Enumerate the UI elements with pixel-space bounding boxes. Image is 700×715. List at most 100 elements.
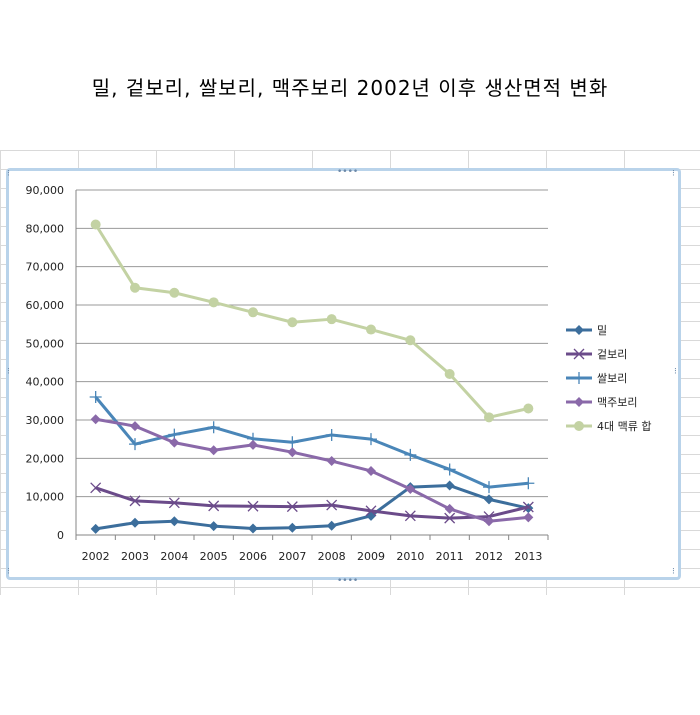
bottom-resize-handle[interactable]: ••••	[337, 576, 359, 586]
data-point	[366, 510, 376, 521]
x-tick-label: 2007	[278, 550, 306, 563]
data-point	[207, 421, 220, 434]
x-tick-label: 2011	[436, 550, 464, 563]
data-point	[574, 421, 584, 431]
y-tick-label: 30,000	[26, 414, 65, 427]
data-point	[208, 445, 219, 456]
legend-label: 쌀보리	[597, 372, 627, 385]
data-point	[443, 463, 456, 476]
data-point	[130, 421, 140, 432]
top-right-resize-handle[interactable]: ⁝	[672, 169, 675, 179]
data-point	[90, 414, 101, 425]
legend-entry: 4대 맥류 합	[566, 420, 651, 433]
x-tick-label: 2002	[82, 550, 110, 563]
data-point	[574, 325, 584, 335]
data-point	[574, 397, 584, 407]
series-line	[94, 223, 529, 419]
data-point	[522, 477, 535, 490]
top-left-resize-handle[interactable]: ⁝	[7, 169, 10, 179]
data-point	[287, 522, 298, 533]
data-point	[573, 348, 585, 360]
x-tick-label: 2012	[475, 550, 503, 563]
y-tick-label: 70,000	[26, 261, 65, 274]
data-point	[523, 403, 534, 414]
data-point	[130, 282, 140, 293]
x-tick-label: 2009	[357, 550, 385, 563]
data-point	[484, 516, 494, 527]
data-point	[366, 324, 376, 335]
legend-entry: 쌀보리	[566, 372, 627, 385]
data-point	[405, 484, 416, 494]
data-point	[248, 307, 258, 318]
data-point	[286, 501, 298, 513]
series-line	[95, 417, 529, 523]
x-tick-label: 2008	[318, 550, 346, 563]
legend-entry: 맥주보리	[566, 396, 637, 409]
data-point	[326, 499, 338, 511]
series-line	[94, 396, 529, 489]
data-point	[248, 439, 258, 450]
data-point	[366, 465, 376, 476]
data-point	[326, 314, 337, 325]
data-point	[90, 523, 101, 534]
series-3	[90, 414, 534, 527]
data-point	[444, 512, 456, 524]
data-point	[573, 372, 585, 384]
data-point	[405, 335, 416, 346]
data-point	[365, 505, 377, 517]
y-tick-label: 60,000	[26, 299, 65, 312]
bottom-left-resize-handle[interactable]: ⁝	[7, 567, 10, 577]
data-point	[169, 516, 180, 527]
x-tick-label: 2004	[160, 550, 188, 563]
series-0	[90, 480, 534, 534]
data-point	[444, 480, 455, 491]
data-point	[484, 412, 494, 423]
series-line	[95, 484, 529, 531]
y-tick-label: 40,000	[26, 376, 65, 389]
chart-area-frame[interactable]	[6, 168, 681, 580]
x-tick-label: 2013	[514, 550, 542, 563]
y-tick-label: 50,000	[26, 337, 65, 350]
data-point	[208, 521, 219, 532]
data-point	[287, 447, 298, 458]
data-point	[365, 433, 377, 446]
series-4	[90, 219, 534, 423]
data-point	[522, 501, 534, 513]
data-point	[89, 391, 102, 403]
series-group	[89, 219, 535, 534]
data-point	[484, 494, 494, 505]
data-point	[326, 456, 337, 467]
data-point	[444, 369, 455, 379]
series-1	[90, 482, 534, 524]
left-resize-handle[interactable]: ⁝	[7, 367, 10, 377]
data-point	[130, 517, 140, 528]
data-point	[404, 448, 417, 461]
y-tick-label: 10,000	[26, 491, 65, 504]
data-point	[325, 428, 338, 441]
y-tick-label: 0	[57, 529, 64, 542]
y-tick-label: 80,000	[26, 222, 65, 235]
legend-entry: 밀	[566, 324, 607, 337]
legend-label: 4대 맥류 합	[597, 420, 651, 433]
data-point	[326, 520, 337, 531]
y-tick-label: 90,000	[26, 184, 65, 197]
data-point	[444, 503, 455, 514]
data-point	[247, 500, 259, 512]
data-point	[404, 510, 416, 522]
legend-entry: 겉보리	[566, 348, 627, 361]
x-tick-label: 2006	[239, 550, 267, 563]
axes: 0 10,000 20,000 30,000 40,000 50,000 60,000 70,…	[26, 184, 549, 563]
data-point	[483, 481, 495, 494]
data-point	[208, 500, 220, 512]
page-title: 밀, 겉보리, 쌀보리, 맥주보리 2002년 이후 생산면적 변화	[91, 76, 609, 100]
y-tick-label: 20,000	[26, 452, 65, 465]
right-resize-handle[interactable]: ⁝	[674, 367, 677, 377]
series-2	[89, 391, 535, 494]
legend-label: 겉보리	[597, 348, 627, 361]
bottom-right-resize-handle[interactable]: ⁝	[672, 567, 675, 577]
data-point	[287, 317, 298, 328]
data-point	[169, 287, 180, 298]
data-point	[286, 436, 299, 449]
top-resize-handle[interactable]: ••••	[337, 167, 359, 177]
